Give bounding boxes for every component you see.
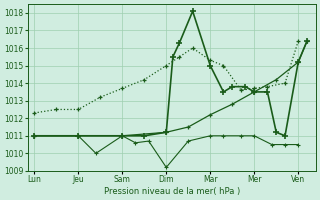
X-axis label: Pression niveau de la mer( hPa ): Pression niveau de la mer( hPa ) (104, 187, 240, 196)
